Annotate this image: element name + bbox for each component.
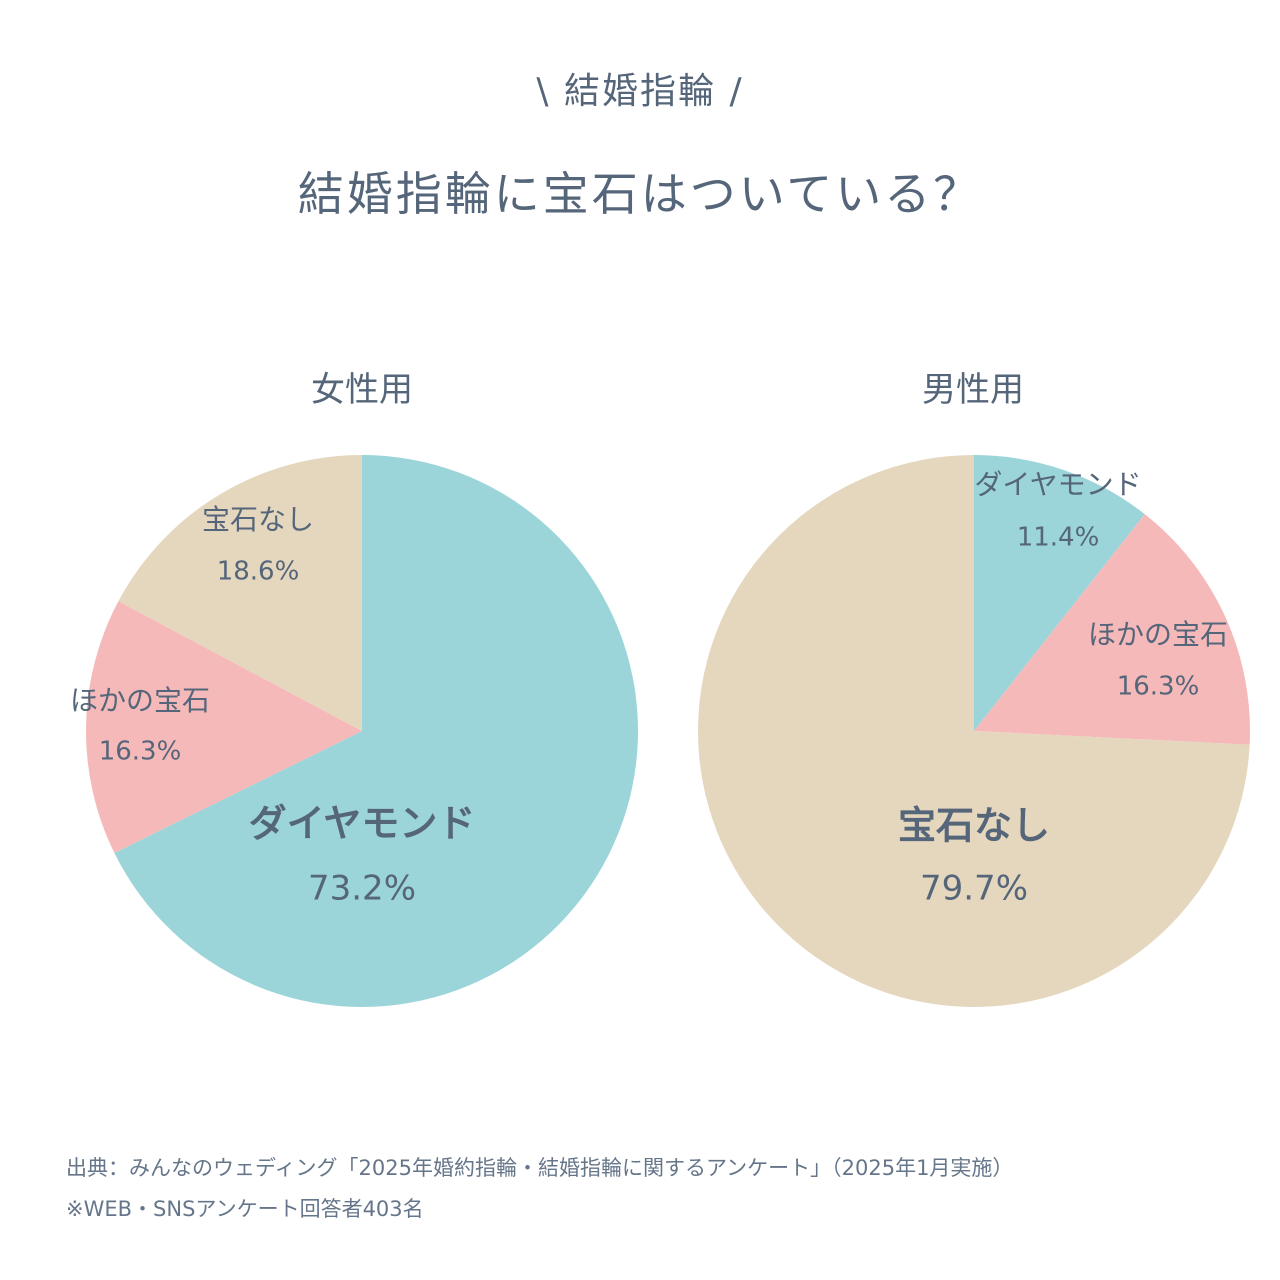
- page-title: 結婚指輪に宝石はついている？: [297, 167, 983, 221]
- slice-label: ダイヤモンド: [974, 468, 1141, 501]
- slice-label: 宝石なし: [202, 503, 314, 536]
- pie-slice-no-gem: [698, 455, 1250, 1007]
- pie-slice-diamond: [114, 455, 639, 1007]
- slice-value-label: 16.3%: [99, 737, 182, 767]
- slice-label: ほかの宝石: [70, 684, 210, 717]
- slice-value-label: 11.4%: [1017, 523, 1100, 553]
- pie-slice-no-gem: [118, 455, 362, 731]
- slice-label: 宝石なし: [898, 804, 1050, 848]
- slice-value-label: 79.7%: [920, 869, 1028, 909]
- chart-title-women: 女性用: [311, 370, 413, 410]
- slice-value-label: 18.6%: [217, 557, 300, 587]
- slice-label: ダイヤモンド: [249, 802, 476, 846]
- subtitle: \ 結婚指輪 /: [536, 71, 744, 112]
- pie-slice-other-gem: [85, 601, 362, 853]
- pie-slice-diamond: [974, 455, 1145, 731]
- pie-chart-women: ダイヤモンド 73.2% ほかの宝石 16.3% 宝石なし 18.6%: [70, 455, 639, 1007]
- slice-label: ほかの宝石: [1088, 618, 1228, 651]
- respondents-note: ※WEB・SNSアンケート回答者403名: [66, 1197, 424, 1221]
- slice-value-label: 73.2%: [308, 869, 416, 909]
- pie-chart-men: ダイヤモンド 11.4% ほかの宝石 16.3% 宝石なし 79.7%: [698, 455, 1250, 1007]
- chart-title-men: 男性用: [922, 370, 1024, 410]
- slice-value-label: 16.3%: [1117, 672, 1200, 702]
- pie-slice-other-gem: [974, 514, 1250, 745]
- source-text: 出典：みんなのウェディング「2025年婚約指輪・結婚指輪に関するアンケート」（2…: [66, 1156, 1014, 1180]
